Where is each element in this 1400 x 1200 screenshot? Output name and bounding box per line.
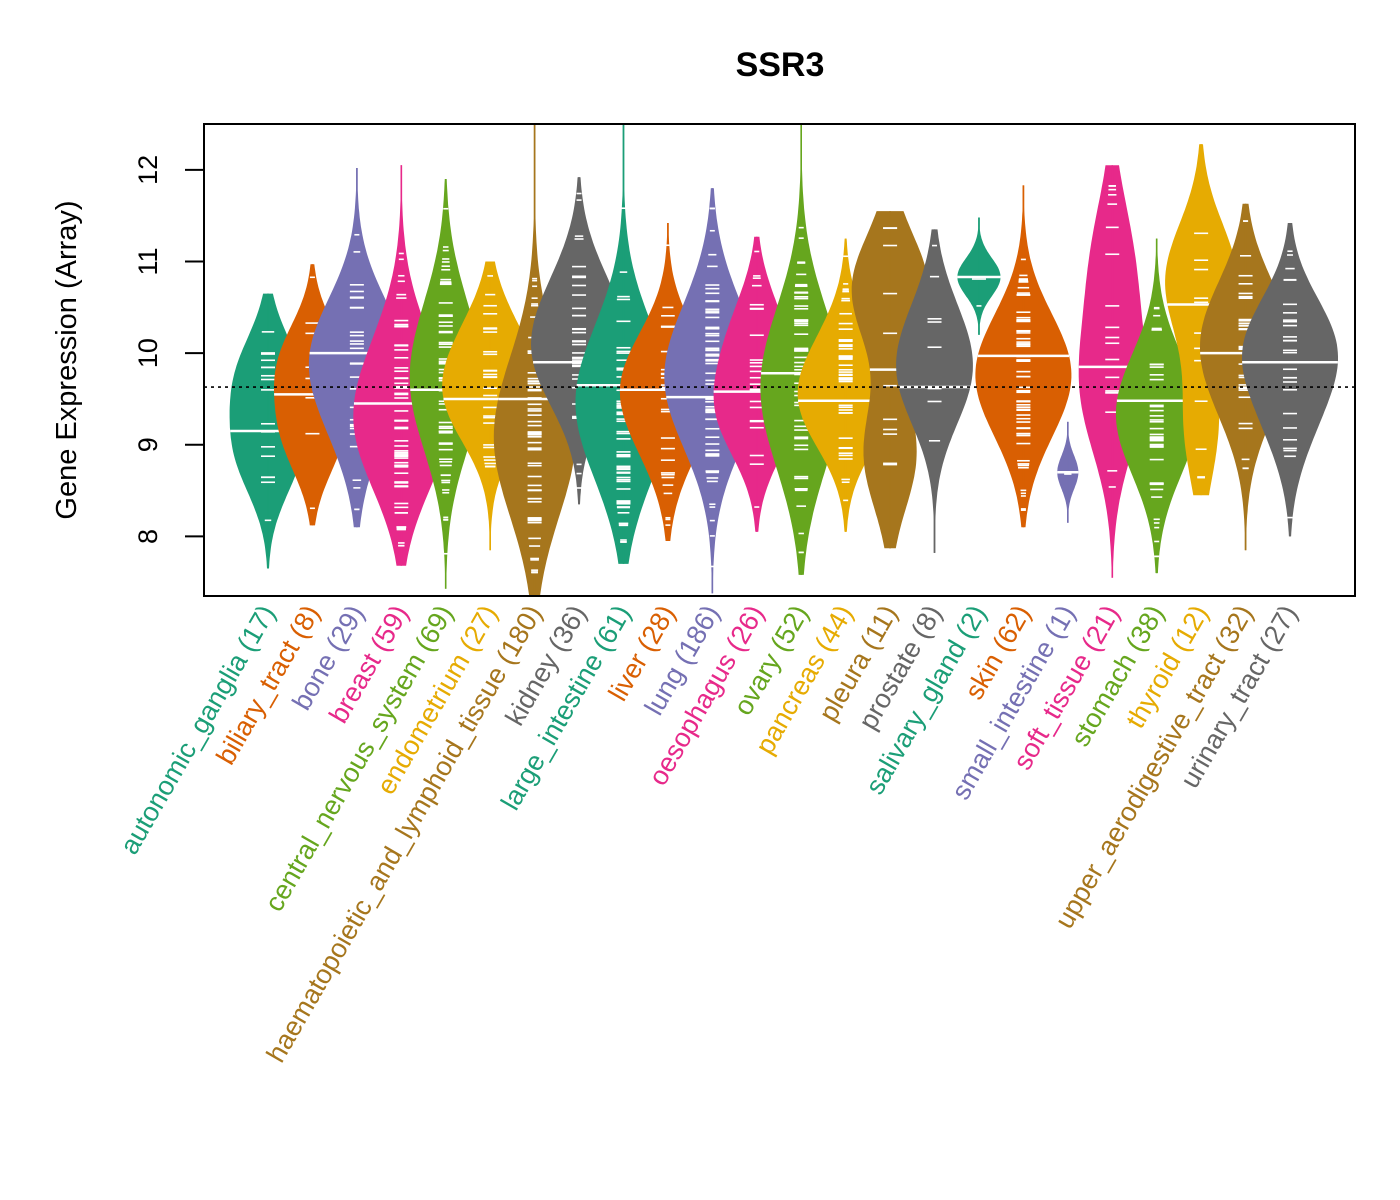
violin-skin (975, 185, 1072, 528)
y-tick-label: 9 (133, 437, 163, 452)
violins-group (229, 124, 1338, 596)
y-tick-label: 8 (133, 529, 163, 544)
violin-soft_tissue (1078, 165, 1146, 578)
y-axis-label: Gene Expression (Array) (51, 200, 83, 519)
plot-frame (203, 123, 1356, 597)
violin-small_intestine (1057, 421, 1079, 523)
y-tick-label: 10 (133, 338, 163, 368)
chart-title: SSR3 (736, 46, 825, 84)
y-tick-label: 12 (133, 155, 163, 185)
violin-urinary_tract (1242, 222, 1338, 537)
x-axis-labels: autonomic_ganglia (17)biliary_tract (8)b… (114, 600, 1303, 1067)
violin-stomach (1115, 238, 1198, 574)
violin-salivary_gland (957, 217, 1001, 335)
y-tick-label: 11 (133, 247, 163, 275)
y-axis: 8 9 10 11 12 (133, 155, 204, 544)
